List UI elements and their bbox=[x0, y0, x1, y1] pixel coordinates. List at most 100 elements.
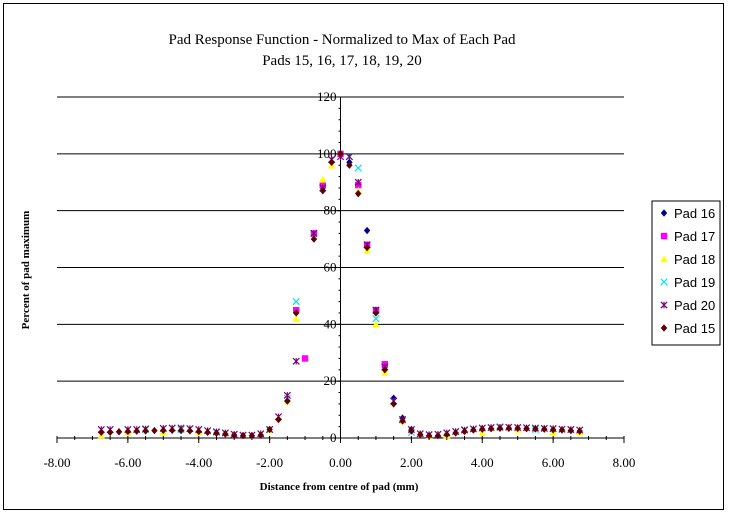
y-tick-label: 80 bbox=[324, 203, 337, 218]
data-point bbox=[390, 400, 397, 408]
legend-marker bbox=[660, 301, 668, 309]
x-axis-label: Distance from centre of pad (mm) bbox=[260, 481, 419, 493]
legend-marker bbox=[660, 278, 668, 286]
data-point bbox=[345, 153, 353, 161]
data-point bbox=[230, 431, 238, 439]
data-point bbox=[355, 189, 362, 198]
legend-box bbox=[651, 200, 721, 346]
data-point bbox=[293, 309, 300, 317]
data-point bbox=[142, 427, 149, 435]
data-point bbox=[195, 427, 202, 436]
legend-marker bbox=[660, 255, 668, 263]
x-tick-label: -6.00 bbox=[114, 455, 141, 470]
data-point bbox=[399, 417, 406, 425]
data-point bbox=[319, 175, 327, 183]
data-point bbox=[310, 235, 318, 243]
data-point bbox=[292, 357, 300, 365]
data-point bbox=[168, 426, 176, 435]
data-point bbox=[319, 187, 326, 195]
data-point bbox=[292, 314, 300, 322]
data-point bbox=[523, 424, 530, 433]
legend-marker bbox=[660, 209, 668, 217]
data-point bbox=[452, 429, 459, 437]
data-point bbox=[239, 432, 247, 440]
legend: Pad 16 Pad 17 Pad 18 Pad 19 Pad 20 Pad 15 bbox=[651, 200, 721, 346]
data-point bbox=[275, 415, 282, 424]
data-point bbox=[576, 427, 583, 435]
data-point bbox=[505, 424, 513, 433]
data-point bbox=[372, 320, 380, 328]
data-point bbox=[381, 366, 388, 374]
axes: 020406080100120-8.00-6.00-4.00-2.000.002… bbox=[43, 89, 635, 470]
legend-label: Pad 17 bbox=[674, 229, 715, 244]
y-tick-label: 60 bbox=[324, 260, 337, 275]
data-point bbox=[213, 429, 220, 437]
data-point bbox=[222, 430, 229, 438]
data-point bbox=[257, 431, 264, 439]
legend-marker bbox=[660, 324, 668, 332]
data-points bbox=[97, 150, 584, 440]
data-point bbox=[532, 425, 539, 433]
data-point bbox=[248, 432, 256, 440]
data-point bbox=[160, 426, 167, 435]
data-point bbox=[461, 427, 468, 436]
x-tick-label: 0.00 bbox=[329, 455, 352, 470]
data-point bbox=[177, 426, 185, 435]
data-point bbox=[408, 427, 415, 435]
legend-label: Pad 16 bbox=[674, 206, 715, 221]
data-point bbox=[558, 426, 566, 434]
data-point bbox=[106, 428, 114, 437]
data-point bbox=[346, 161, 353, 169]
series-pad-16 bbox=[319, 158, 415, 434]
data-point bbox=[186, 427, 194, 435]
data-point bbox=[284, 397, 291, 405]
data-point bbox=[434, 432, 442, 440]
data-point bbox=[124, 427, 132, 436]
data-point bbox=[549, 426, 557, 434]
data-point bbox=[425, 432, 433, 440]
data-point bbox=[470, 426, 477, 434]
legend-label: Pad 19 bbox=[674, 275, 715, 290]
data-point bbox=[115, 428, 123, 436]
data-point bbox=[487, 424, 495, 433]
data-point bbox=[204, 428, 211, 437]
y-tick-label: 20 bbox=[324, 373, 337, 388]
x-tick-label: 8.00 bbox=[613, 455, 636, 470]
data-point bbox=[328, 158, 335, 167]
data-point bbox=[337, 150, 344, 158]
legend-label: Pad 18 bbox=[674, 252, 715, 267]
legend-label: Pad 15 bbox=[674, 321, 715, 336]
chart-subtitle: Pads 15, 16, 17, 18, 19, 20 bbox=[262, 53, 422, 69]
y-tick-label: 120 bbox=[317, 89, 337, 104]
data-point bbox=[417, 430, 424, 439]
data-point bbox=[354, 164, 362, 172]
data-point bbox=[443, 430, 451, 439]
data-point bbox=[541, 425, 548, 433]
data-point bbox=[133, 427, 140, 435]
data-point bbox=[496, 424, 504, 433]
data-point bbox=[479, 425, 486, 433]
legend-label: Pad 20 bbox=[674, 298, 715, 313]
x-tick-label: -8.00 bbox=[43, 455, 70, 470]
legend-marker bbox=[660, 232, 668, 240]
data-point bbox=[266, 425, 273, 434]
data-point bbox=[292, 297, 300, 306]
data-point bbox=[301, 355, 309, 362]
data-point bbox=[372, 315, 380, 323]
data-point bbox=[363, 226, 371, 235]
x-tick-label: 6.00 bbox=[542, 455, 565, 470]
data-point bbox=[514, 424, 521, 433]
series-pad-15 bbox=[98, 150, 583, 440]
data-point bbox=[354, 178, 362, 186]
x-tick-label: 4.00 bbox=[471, 455, 494, 470]
data-point bbox=[363, 243, 371, 252]
x-tick-label: -4.00 bbox=[185, 455, 212, 470]
data-point bbox=[372, 309, 380, 317]
chart-frame bbox=[3, 3, 724, 510]
data-point bbox=[151, 426, 158, 435]
y-axis-label: Percent of pad maximum bbox=[20, 211, 32, 330]
chart-title: Pad Response Function - Normalized to Ma… bbox=[168, 32, 516, 48]
x-tick-label: -2.00 bbox=[256, 455, 283, 470]
data-point bbox=[98, 428, 105, 437]
